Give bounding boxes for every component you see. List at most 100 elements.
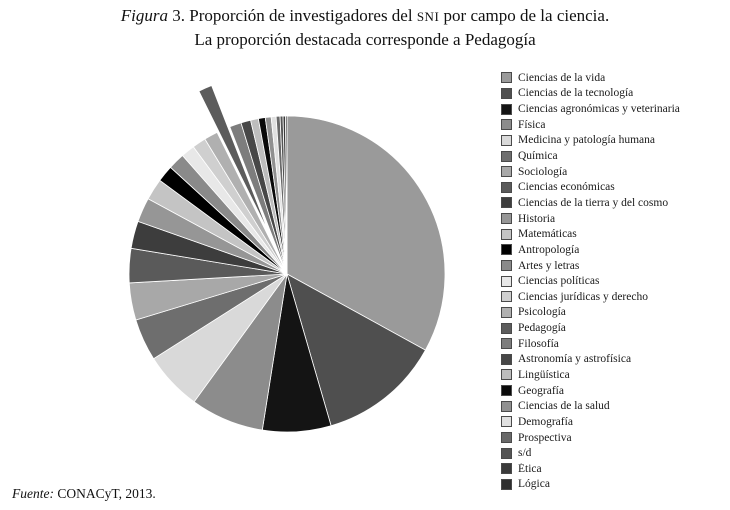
legend-label: Lingüística	[518, 368, 570, 381]
title-text-post: por campo de la ciencia.	[439, 6, 610, 25]
pie-slice-2	[286, 273, 427, 427]
legend-item: Ciencias jurídicas y derecho	[501, 289, 726, 305]
legend-label: Filosofía	[518, 337, 559, 350]
legend-item: Medicina y patología humana	[501, 133, 726, 149]
pie-slice-1	[286, 115, 446, 351]
legend-label: Pedagogía	[518, 322, 566, 335]
legend-item: Demografía	[501, 414, 726, 430]
legend-label: Medicina y patología humana	[518, 134, 656, 147]
legend-swatch	[501, 369, 512, 381]
legend-item: Ciencias de la tecnología	[501, 86, 726, 102]
legend-item: Ciencias económicas	[501, 179, 726, 195]
legend-item: Ética	[501, 461, 726, 477]
legend-label: Ciencias económicas	[518, 181, 615, 194]
legend-item: Prospectiva	[501, 430, 726, 446]
legend-label: Antropología	[518, 243, 580, 256]
legend-label: Historia	[518, 212, 556, 225]
legend-swatch	[501, 228, 512, 240]
legend-item: Psicología	[501, 305, 726, 321]
legend-swatch	[501, 244, 512, 256]
legend-swatch	[501, 134, 512, 146]
source-label: Fuente:	[12, 486, 54, 501]
legend-item: Pedagogía	[501, 320, 726, 336]
legend-label: Ciencias jurídicas y derecho	[518, 290, 648, 303]
legend-swatch	[501, 353, 512, 365]
legend-swatch	[501, 416, 512, 428]
legend-label: Ciencias de la salud	[518, 400, 610, 413]
legend-swatch	[501, 385, 512, 397]
figure-title-line2: La proporción destacada corresponde a Pe…	[194, 30, 536, 49]
legend-swatch	[501, 150, 512, 162]
legend-swatch	[501, 197, 512, 209]
figure-label: Figura	[120, 6, 169, 25]
legend-item: Ciencias de la salud	[501, 398, 726, 414]
legend-label: Artes y letras	[518, 259, 580, 272]
legend-label: Demografía	[518, 415, 573, 428]
legend-swatch	[501, 260, 512, 271]
legend-swatch	[501, 463, 512, 475]
legend-swatch	[501, 432, 512, 444]
legend-item: Ciencias agronómicas y veterinaria	[501, 101, 726, 117]
source-text: CONACyT, 2013.	[53, 486, 156, 501]
legend-label: Prospectiva	[518, 431, 572, 444]
legend-item: Astronomía y astrofísica	[501, 352, 726, 368]
legend-swatch	[501, 213, 512, 225]
legend-item: Ciencias de la vida	[501, 70, 726, 86]
legend-swatch	[501, 181, 512, 193]
legend-swatch	[501, 275, 512, 287]
legend-label: Geografía	[518, 384, 564, 397]
legend-swatch	[501, 338, 512, 350]
legend-label: Ciencias de la tecnología	[518, 87, 634, 100]
legend-label: Sociología	[518, 165, 568, 178]
legend-item: Historia	[501, 211, 726, 227]
legend-swatch	[501, 291, 512, 303]
legend-swatch	[501, 306, 512, 318]
pie-slice-27	[285, 115, 288, 275]
legend-item: Química	[501, 148, 726, 164]
legend-swatch	[501, 103, 512, 115]
figure-number: 3.	[172, 6, 186, 25]
legend-item: Física	[501, 117, 726, 133]
title-text-pre: Proporción de investigadores del	[189, 6, 417, 25]
legend-label: Química	[518, 150, 558, 163]
legend-swatch	[501, 119, 512, 131]
legend-label: Lógica	[518, 478, 550, 491]
legend-label: Física	[518, 118, 546, 131]
legend-swatch	[501, 166, 512, 178]
legend-swatch	[501, 478, 512, 490]
legend-label: s/d	[518, 447, 532, 460]
legend-item: Ciencias de la tierra y del cosmo	[501, 195, 726, 211]
legend-label: Ciencias de la vida	[518, 71, 606, 84]
legend-item: s/d	[501, 445, 726, 461]
legend-label: Astronomía y astrofísica	[518, 353, 632, 366]
legend-item: Matemáticas	[501, 226, 726, 242]
legend-item: Lingüística	[501, 367, 726, 383]
legend: Ciencias de la vida Ciencias de la tecnol…	[501, 70, 726, 492]
legend-label: Psicología	[518, 306, 566, 319]
source-note: Fuente: CONACyT, 2013.	[12, 486, 156, 502]
legend-swatch	[501, 322, 512, 334]
legend-label: Ciencias políticas	[518, 275, 600, 288]
legend-label: Matemáticas	[518, 228, 577, 241]
legend-label: Ética	[518, 462, 542, 475]
legend-item: Antropología	[501, 242, 726, 258]
legend-item: Artes y letras	[501, 258, 726, 274]
legend-label: Ciencias agronómicas y veterinaria	[518, 103, 680, 116]
figure-title-line1: Figura 3. Proporción de investigadores d…	[0, 4, 730, 28]
legend-item: Geografía	[501, 383, 726, 399]
legend-item: Filosofía	[501, 336, 726, 352]
figure-title: Figura 3. Proporción de investigadores d…	[0, 4, 730, 51]
pie-slice-16	[204, 131, 288, 275]
legend-item: Sociología	[501, 164, 726, 180]
legend-swatch	[501, 447, 512, 459]
legend-item: Ciencias políticas	[501, 273, 726, 289]
title-sni-abbrev: SNI	[416, 9, 440, 24]
legend-swatch	[501, 87, 512, 99]
legend-label: Ciencias de la tierra y del cosmo	[518, 196, 669, 209]
legend-swatch	[501, 72, 512, 84]
legend-item: Lógica	[501, 477, 726, 493]
legend-swatch	[501, 400, 512, 412]
pie-slice-17	[198, 85, 270, 233]
